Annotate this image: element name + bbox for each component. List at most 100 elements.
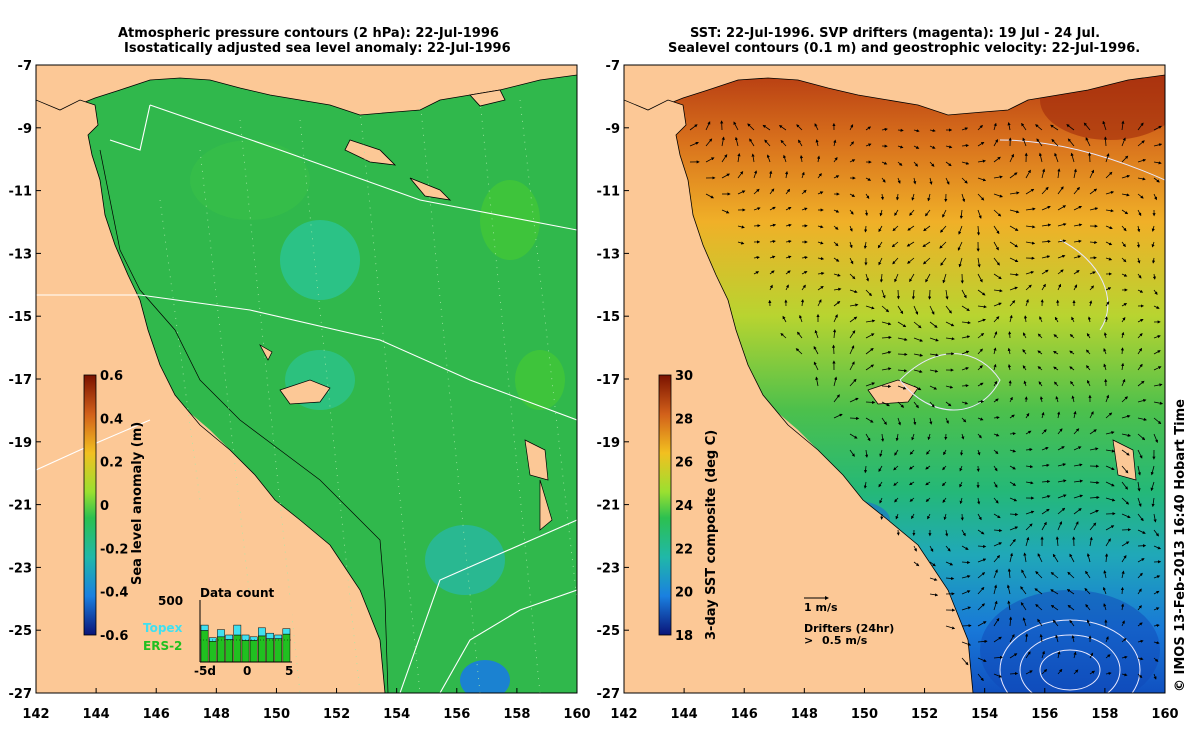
velocity-arrow <box>721 173 731 179</box>
velocity-arrow <box>1153 623 1160 628</box>
velocity-arrow <box>865 143 872 147</box>
velocity-arrow <box>747 123 755 131</box>
velocity-arrow <box>881 321 892 326</box>
velocity-arrow <box>1153 177 1160 183</box>
velocity-arrow <box>913 385 922 391</box>
velocity-arrow <box>945 561 954 566</box>
velocity-arrow <box>913 369 923 373</box>
velocity-arrow <box>1009 526 1019 531</box>
velocity-arrow <box>1084 587 1091 595</box>
velocity-arrow <box>897 417 901 426</box>
velocity-arrow <box>908 465 915 470</box>
velocity-arrow <box>961 305 970 312</box>
lon-label-left: 142 <box>22 707 49 722</box>
velocity-arrow <box>1039 633 1043 643</box>
inset-bar-ers2 <box>258 635 266 663</box>
velocity-arrow <box>942 273 947 284</box>
velocity-arrow <box>942 465 947 471</box>
velocity-arrow <box>1089 285 1095 291</box>
velocity-arrow <box>1009 286 1018 291</box>
velocity-arrow <box>1009 512 1019 517</box>
velocity-arrow <box>1137 193 1144 199</box>
lat-label-left: -21 <box>9 499 33 514</box>
velocity-arrow <box>833 241 839 247</box>
velocity-arrow <box>849 449 855 457</box>
velocity-arrow <box>1103 363 1107 371</box>
velocity-arrow <box>1041 447 1049 451</box>
velocity-arrow <box>1057 428 1063 435</box>
velocity-arrow <box>897 305 904 315</box>
lon-label-left: 144 <box>83 707 110 722</box>
velocity-arrow <box>1121 257 1127 263</box>
pressure-contours <box>36 104 577 693</box>
velocity-arrow <box>1153 607 1160 611</box>
velocity-arrow <box>961 367 969 371</box>
anomaly-high-2 <box>515 350 565 410</box>
velocity-arrow <box>993 316 1000 323</box>
velocity-arrow <box>993 289 1003 293</box>
velocity-arrow <box>906 241 915 247</box>
velocity-arrow <box>897 161 903 166</box>
drifters-speed-label: 0.5 m/s <box>822 634 868 647</box>
velocity-arrow <box>753 207 761 211</box>
velocity-arrow <box>892 225 899 232</box>
left-title-line1: Atmospheric pressure contours (2 hPa): 2… <box>118 26 499 41</box>
velocity-arrow <box>785 223 792 227</box>
lon-label-left: 158 <box>503 707 530 722</box>
velocity-arrow <box>1105 191 1115 195</box>
velocity-arrow <box>801 255 808 260</box>
velocity-arrow <box>817 191 824 195</box>
velocity-arrow <box>769 284 773 291</box>
velocity-arrow <box>1121 603 1125 611</box>
velocity-arrow <box>1151 225 1155 232</box>
velocity-arrow <box>1073 186 1080 195</box>
velocity-arrow <box>892 257 899 265</box>
velocity-arrow <box>993 481 998 488</box>
velocity-arrow <box>1103 136 1108 147</box>
velocity-arrow <box>977 497 981 505</box>
velocity-arrow <box>833 156 838 163</box>
velocity-arrow <box>1025 270 1035 275</box>
inset-bars <box>200 624 291 663</box>
velocity-arrow <box>865 382 876 387</box>
velocity-arrow <box>913 545 917 552</box>
colorbar-tick-label: 22 <box>675 542 693 557</box>
velocity-arrow <box>911 193 915 201</box>
velocity-arrow <box>1057 222 1067 227</box>
velocity-arrow <box>945 177 950 185</box>
velocity-arrow <box>929 385 938 390</box>
velocity-arrow <box>1120 347 1124 355</box>
velocity-arrow <box>897 337 908 341</box>
velocity-arrow <box>961 193 966 203</box>
velocity-arrow <box>814 123 819 131</box>
velocity-arrow <box>1023 315 1028 323</box>
velocity-arrow <box>881 289 886 299</box>
velocity-arrow <box>894 209 899 216</box>
velocity-arrow <box>1053 350 1059 355</box>
velocity-arrow <box>833 139 837 147</box>
velocity-arrow <box>977 318 986 323</box>
velocity-arrow <box>1037 333 1043 339</box>
solomon-islands <box>344 89 506 201</box>
velocity-arrow <box>993 122 997 131</box>
velocity-arrow <box>1121 433 1131 437</box>
velocity-arrow <box>1009 314 1013 323</box>
sst-cool-core <box>980 590 1160 693</box>
velocity-arrow <box>881 161 888 165</box>
velocity-arrow <box>961 641 972 646</box>
velocity-arrow <box>1121 449 1130 456</box>
velocity-arrow <box>993 600 998 611</box>
papua-new-guinea <box>36 65 577 116</box>
velocity-arrow <box>925 273 931 283</box>
velocity-arrow <box>977 177 987 182</box>
velocity-arrow <box>1121 241 1126 248</box>
lon-label-right: 152 <box>911 707 938 722</box>
velocity-arrow <box>878 225 883 233</box>
lat-label-left: -23 <box>9 561 33 576</box>
velocity-arrow <box>813 345 819 355</box>
velocity-arrow <box>782 315 787 323</box>
velocity-arrow <box>1137 449 1143 459</box>
velocity-arrow <box>913 145 920 149</box>
velocity-arrow <box>1153 673 1157 680</box>
velocity-arrow <box>1053 381 1059 387</box>
